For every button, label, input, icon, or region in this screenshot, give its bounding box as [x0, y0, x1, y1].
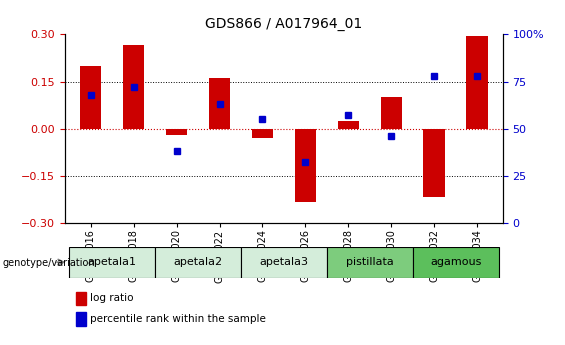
Bar [466, 36, 488, 128]
Text: log ratio: log ratio [90, 294, 134, 303]
Bar [123, 46, 145, 128]
Bar [252, 128, 273, 138]
Bar [155, 247, 241, 278]
Bar [412, 247, 498, 278]
Text: apetala3: apetala3 [259, 257, 308, 267]
Text: genotype/variation: genotype/variation [3, 258, 95, 268]
Bar [423, 128, 445, 197]
Bar [294, 128, 316, 202]
Bar [327, 247, 412, 278]
Bar [241, 247, 327, 278]
Bar [80, 66, 102, 128]
Bar [166, 128, 188, 135]
Bar [69, 247, 155, 278]
Bar [209, 78, 231, 128]
Bar [380, 97, 402, 128]
Text: pistillata: pistillata [346, 257, 394, 267]
Title: GDS866 / A017964_01: GDS866 / A017964_01 [205, 17, 363, 31]
Text: apetala2: apetala2 [173, 257, 223, 267]
Text: apetala1: apetala1 [88, 257, 137, 267]
Bar [337, 121, 359, 128]
Text: agamous: agamous [430, 257, 481, 267]
Text: percentile rank within the sample: percentile rank within the sample [90, 314, 266, 324]
